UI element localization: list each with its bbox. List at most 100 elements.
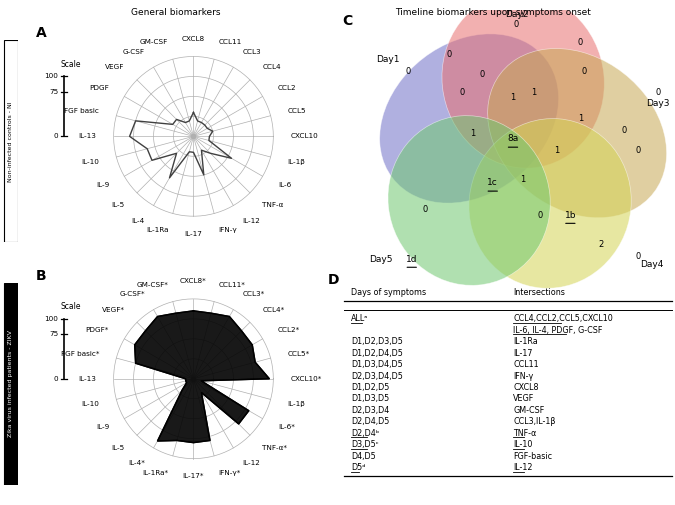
Text: CCL2: CCL2 <box>278 85 296 90</box>
Text: TNF-α: TNF-α <box>263 202 283 208</box>
Text: IL-5: IL-5 <box>111 444 125 450</box>
Text: IL-9: IL-9 <box>96 425 109 430</box>
Text: CCL2*: CCL2* <box>278 327 300 333</box>
Text: 100: 100 <box>45 73 59 79</box>
Text: 8a: 8a <box>508 134 518 143</box>
Text: B: B <box>36 269 47 282</box>
FancyBboxPatch shape <box>4 283 18 485</box>
Text: IL-17: IL-17 <box>184 231 202 237</box>
Ellipse shape <box>487 48 667 218</box>
Text: 1: 1 <box>510 93 516 103</box>
Text: IFN-γ: IFN-γ <box>513 372 533 380</box>
Text: CXCL8: CXCL8 <box>513 383 539 392</box>
Text: CCL3,IL-1β: CCL3,IL-1β <box>513 418 556 426</box>
Text: D1,D2,D4,D5: D1,D2,D4,D5 <box>351 348 403 358</box>
Text: D2,D3,D4: D2,D3,D4 <box>351 406 389 415</box>
Text: TNF-α: TNF-α <box>513 429 537 438</box>
Text: 1: 1 <box>531 87 536 96</box>
Text: 1c: 1c <box>487 178 498 187</box>
Text: GM-CSF: GM-CSF <box>513 406 544 415</box>
Text: CCL4,CCL2,CCL5,CXCL10: CCL4,CCL2,CCL5,CXCL10 <box>513 314 613 323</box>
Text: IL-6*: IL-6* <box>278 425 295 430</box>
Text: IL-4*: IL-4* <box>128 460 144 466</box>
Text: Timeline biomarkers upon symptoms onset: Timeline biomarkers upon symptoms onset <box>395 8 591 17</box>
Text: 0: 0 <box>480 70 485 79</box>
Text: Day4: Day4 <box>640 261 663 270</box>
Text: D: D <box>327 273 339 287</box>
Text: IL-1Ra: IL-1Ra <box>146 227 168 233</box>
Text: 0: 0 <box>655 87 661 96</box>
Text: D1,D3,D4,D5: D1,D3,D4,D5 <box>351 360 403 369</box>
Text: 0: 0 <box>423 205 428 214</box>
Text: Scale: Scale <box>60 302 81 312</box>
Text: 1: 1 <box>520 175 526 184</box>
Text: IL-1Ra: IL-1Ra <box>513 337 538 346</box>
Text: G-CSF*: G-CSF* <box>119 291 144 297</box>
Text: 1d: 1d <box>406 255 418 264</box>
Text: Days of symptoms: Days of symptoms <box>351 288 426 297</box>
Text: CCL4*: CCL4* <box>263 307 285 313</box>
Text: Non-infected controls - NI: Non-infected controls - NI <box>8 101 14 182</box>
Text: D1,D2,D3,D5: D1,D2,D3,D5 <box>351 337 403 346</box>
Text: CXCL8*: CXCL8* <box>180 278 207 284</box>
Text: CCL3*: CCL3* <box>242 291 265 297</box>
Text: 1: 1 <box>470 129 475 138</box>
Text: IL-12: IL-12 <box>513 463 533 472</box>
Text: IL-4: IL-4 <box>132 218 144 224</box>
Text: 0: 0 <box>54 133 59 139</box>
Text: 0: 0 <box>578 38 583 47</box>
Text: VEGF*: VEGF* <box>101 307 125 313</box>
Text: 0: 0 <box>537 211 543 220</box>
Text: IFN-γ*: IFN-γ* <box>219 470 241 476</box>
Text: Day2: Day2 <box>505 10 528 19</box>
Text: FGF-basic: FGF-basic <box>513 452 552 461</box>
Text: D5ᵈ: D5ᵈ <box>351 463 365 472</box>
Text: CXCL10*: CXCL10* <box>291 376 322 382</box>
Text: 100: 100 <box>45 316 59 322</box>
Text: CXCL8: CXCL8 <box>182 36 205 42</box>
Text: General biomarkers: General biomarkers <box>131 8 220 17</box>
Text: Scale: Scale <box>60 60 81 69</box>
Text: IL-6, IL-4, PDGF, G-CSF: IL-6, IL-4, PDGF, G-CSF <box>513 326 602 335</box>
Polygon shape <box>135 311 269 443</box>
Text: FGF basic: FGF basic <box>65 108 99 114</box>
Text: 2: 2 <box>598 240 603 249</box>
Text: 0: 0 <box>460 87 465 96</box>
Text: IL-13: IL-13 <box>78 133 96 139</box>
Text: IL-9: IL-9 <box>96 182 109 188</box>
Text: IL-6: IL-6 <box>278 182 291 188</box>
Text: IL-17*: IL-17* <box>183 473 205 479</box>
Text: 0: 0 <box>446 49 452 59</box>
Text: VEGF: VEGF <box>105 65 125 71</box>
Text: CCL11*: CCL11* <box>219 282 246 288</box>
Text: IL-10: IL-10 <box>82 159 99 165</box>
Ellipse shape <box>442 0 604 168</box>
Text: D2,D3,D4,D5: D2,D3,D4,D5 <box>351 372 403 380</box>
Text: GM-CSF*: GM-CSF* <box>136 282 168 288</box>
Text: D1,D3,D5: D1,D3,D5 <box>351 394 389 403</box>
Text: PDGF: PDGF <box>89 85 109 90</box>
Text: FGF basic*: FGF basic* <box>61 350 99 357</box>
Text: D3,D5ᶜ: D3,D5ᶜ <box>351 440 379 449</box>
Ellipse shape <box>379 34 559 203</box>
Text: 0: 0 <box>54 376 59 382</box>
Text: 75: 75 <box>49 89 59 94</box>
Text: Day1: Day1 <box>377 56 400 65</box>
Ellipse shape <box>469 119 631 288</box>
Text: 1: 1 <box>578 114 583 123</box>
Text: VEGF: VEGF <box>513 394 534 403</box>
Ellipse shape <box>388 116 550 285</box>
Text: IL-13: IL-13 <box>78 376 96 382</box>
Text: G-CSF: G-CSF <box>123 49 144 55</box>
Text: 75: 75 <box>49 331 59 337</box>
Text: 0: 0 <box>514 20 519 29</box>
Text: CCL11: CCL11 <box>513 360 539 369</box>
Text: 0: 0 <box>635 251 641 261</box>
Text: IL-17: IL-17 <box>513 348 533 358</box>
Text: TNF-α*: TNF-α* <box>263 444 288 450</box>
Text: IL-10: IL-10 <box>513 440 533 449</box>
Text: Day3: Day3 <box>647 99 670 109</box>
Text: IL-5: IL-5 <box>111 202 125 208</box>
Text: CXCL10: CXCL10 <box>291 133 319 139</box>
Text: IL-12: IL-12 <box>242 218 260 224</box>
